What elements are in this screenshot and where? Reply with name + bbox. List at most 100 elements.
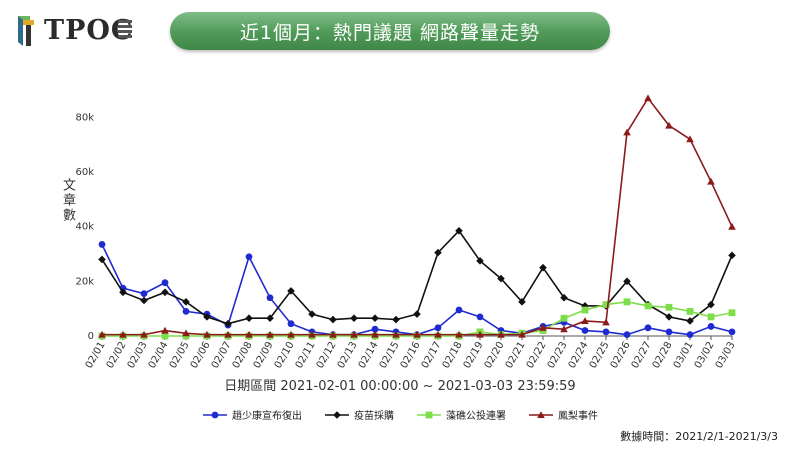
series-zhao-point xyxy=(602,328,610,336)
series-algal-reef-point xyxy=(644,302,652,310)
series-pineapple-point xyxy=(434,330,442,338)
x-tick-label: 02/06 xyxy=(189,340,213,370)
legend-label: 鳳梨事件 xyxy=(558,411,598,422)
series-pineapple-point xyxy=(623,128,631,136)
series-vaccine-point xyxy=(266,314,274,323)
series-vaccine-point xyxy=(182,298,190,306)
series-zhao-point xyxy=(644,324,652,332)
legend-label: 疫苗採購 xyxy=(354,411,394,422)
series-pineapple-point xyxy=(161,326,169,334)
tpoc-logo-mark-icon xyxy=(18,16,34,46)
series-zhao-point xyxy=(455,306,463,314)
series-pineapple-point xyxy=(203,330,211,338)
series-zhao-point xyxy=(476,313,484,321)
series-vaccine-point xyxy=(581,302,589,310)
series-pineapple-point xyxy=(413,330,421,338)
series-vaccine-point xyxy=(140,296,148,305)
series-vaccine-point xyxy=(287,287,295,295)
series-zhao-line xyxy=(101,244,733,336)
series-vaccine-point xyxy=(665,313,673,321)
series-vaccine-point xyxy=(623,277,631,286)
series-pineapple-point xyxy=(476,330,484,338)
data-time-note: 數據時間：2021/2/1-2021/3/3 xyxy=(620,430,778,443)
x-tick-label: 02/20 xyxy=(483,340,507,370)
series-pineapple-point xyxy=(371,330,379,338)
series-pineapple-point xyxy=(665,121,673,129)
series-vaccine-point xyxy=(518,298,526,306)
legend-swatch-icon xyxy=(203,411,227,418)
series-pineapple-point xyxy=(539,324,547,331)
x-tick-label: 02/24 xyxy=(567,340,591,370)
series-algal-reef-point xyxy=(686,308,694,315)
x-tick-label: 02/08 xyxy=(231,340,255,370)
series-pineapple-line xyxy=(102,96,733,336)
series-zhao-point xyxy=(182,308,190,315)
y-tick-label: 20k xyxy=(75,276,94,287)
series-zhao-point xyxy=(161,279,169,287)
series-vaccine-point xyxy=(686,317,694,325)
series-algal-reef-point xyxy=(707,313,715,321)
x-tick-label: 02/19 xyxy=(462,340,486,370)
x-tick-label: 02/05 xyxy=(168,340,192,370)
series-zhao-point xyxy=(623,331,631,339)
x-tick-label: 02/11 xyxy=(294,340,318,370)
chart-title-banner: 近1個月：熱門議題 網路聲量走勢 xyxy=(170,12,610,50)
series-pineapple-point xyxy=(350,330,358,338)
x-tick-label: 02/02 xyxy=(105,340,129,370)
series-pineapple-point xyxy=(308,330,316,338)
series-zhao-point xyxy=(665,328,673,336)
series-algal-reef-point xyxy=(560,314,568,322)
legend-label: 趙少康宣布復出 xyxy=(232,411,302,422)
legend-label: 藻礁公投連署 xyxy=(446,411,506,422)
x-tick-label: 02/15 xyxy=(378,340,402,370)
series-zhao-legend-item: 趙少康宣布復出 xyxy=(202,407,302,422)
series-vaccine-point xyxy=(350,314,358,323)
series-pineapple-point xyxy=(581,317,589,325)
series-vaccine-point xyxy=(413,310,421,318)
chart-legend: 趙少康宣布復出 疫苗採購 藻礁公投連署 鳳梨事件 xyxy=(0,407,800,422)
y-axis-label: 文章數 xyxy=(60,178,75,223)
series-algal-reef-point xyxy=(581,306,589,314)
series-pineapple-point xyxy=(728,222,736,230)
series-zhao-point xyxy=(728,328,736,336)
series-vaccine-point xyxy=(434,248,442,257)
series-vaccine-legend-item: 疫苗採購 xyxy=(324,407,394,422)
series-vaccine-point xyxy=(308,310,316,318)
series-pineapple-point xyxy=(497,330,505,338)
x-tick-label: 02/16 xyxy=(399,340,423,370)
series-pineapple-point xyxy=(707,177,715,185)
x-tick-label: 02/23 xyxy=(546,340,570,370)
series-vaccine-point xyxy=(371,314,379,323)
series-algal-reef-point xyxy=(665,303,673,311)
x-tick-label: 03/02 xyxy=(693,340,717,370)
x-tick-label: 02/14 xyxy=(357,340,381,370)
series-vaccine-point xyxy=(119,288,127,297)
y-tick-label: 60k xyxy=(75,167,94,178)
y-tick-label: 40k xyxy=(75,222,94,233)
series-vaccine-point xyxy=(329,315,337,324)
legend-swatch-icon xyxy=(529,410,553,418)
series-zhao-point xyxy=(371,325,379,333)
series-pineapple-point xyxy=(287,330,295,338)
series-pineapple-point xyxy=(518,330,526,338)
x-tick-label: 02/10 xyxy=(273,340,297,370)
series-vaccine-point xyxy=(161,288,169,297)
x-axis-label: 日期區間 2021-02-01 00:00:00 ~ 2021-03-03 23… xyxy=(224,379,576,394)
series-vaccine-point xyxy=(455,226,463,235)
series-pineapple-point xyxy=(119,330,127,338)
legend-swatch-icon xyxy=(325,410,349,419)
x-tick-label: 03/01 xyxy=(672,340,696,370)
series-zhao-point xyxy=(686,331,694,339)
x-tick-label: 02/09 xyxy=(252,340,276,370)
series-zhao-point xyxy=(434,324,442,332)
series-pineapple-point xyxy=(329,330,337,338)
x-tick-label: 02/27 xyxy=(630,340,654,370)
y-tick-label: 0 xyxy=(88,331,94,342)
series-zhao-point xyxy=(140,290,148,298)
x-tick-label: 02/13 xyxy=(336,340,360,370)
x-tick-label: 02/18 xyxy=(441,340,465,370)
series-vaccine-point xyxy=(728,251,736,260)
chart-title: 近1個月：熱門議題 網路聲量走勢 xyxy=(239,21,541,44)
series-zhao-point xyxy=(287,320,295,328)
series-vaccine-point xyxy=(707,300,715,309)
